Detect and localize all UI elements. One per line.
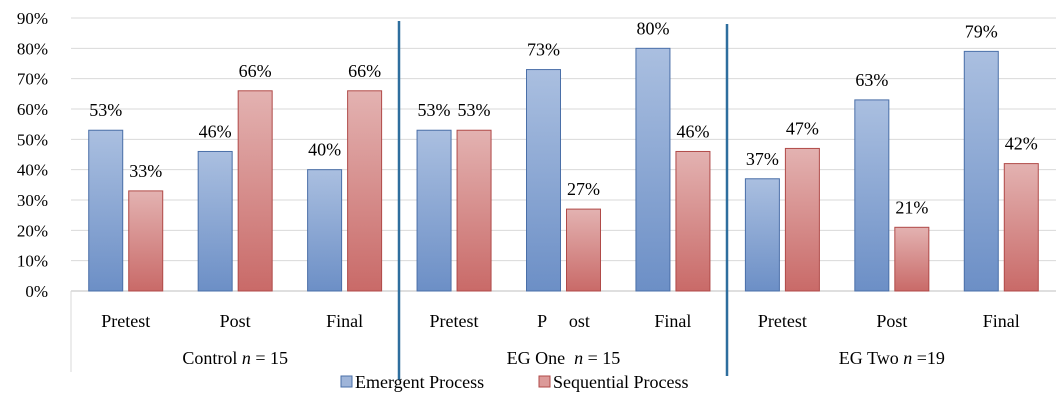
group-label-count: = 15 <box>583 348 620 368</box>
group-label-count: =19 <box>912 348 945 368</box>
legend: Emergent Process Sequential Process <box>341 372 688 392</box>
group-label-count: = 15 <box>251 348 288 368</box>
data-label: 47% <box>786 118 819 138</box>
category-label: Post <box>876 311 907 331</box>
group-label-n: n <box>903 348 912 368</box>
legend-swatch <box>539 376 550 387</box>
group-label-text: Control <box>182 348 242 368</box>
data-label: 33% <box>129 161 162 181</box>
data-label: 66% <box>348 61 381 81</box>
data-label: 80% <box>636 18 669 38</box>
group-label-n: n <box>242 348 251 368</box>
data-label: 46% <box>199 121 232 141</box>
data-label: 37% <box>746 149 779 169</box>
emergent-bar <box>308 170 342 291</box>
category-label: P ost <box>537 311 590 331</box>
sequential-bar <box>895 227 929 291</box>
data-label: 53% <box>458 100 491 120</box>
emergent-bar <box>636 48 670 291</box>
y-tick-label: 0% <box>25 282 48 301</box>
group-label: Control n = 15 <box>182 348 288 368</box>
data-label: 63% <box>855 70 888 90</box>
y-tick-label: 80% <box>17 39 48 58</box>
emergent-bar <box>198 151 232 291</box>
data-label: 53% <box>89 100 122 120</box>
emergent-bar <box>964 51 998 291</box>
group-label: EG Two n =19 <box>839 348 945 368</box>
y-tick-label: 60% <box>17 100 48 119</box>
legend-swatch <box>341 376 352 387</box>
sequential-bar <box>129 191 163 291</box>
y-axis: 0% 10% 20% 30% 40% 50% 60% 70% 80% 90% <box>17 9 48 301</box>
data-label: 79% <box>965 21 998 41</box>
category-label: Post <box>220 311 251 331</box>
legend-label: Emergent Process <box>355 372 484 392</box>
data-label: 53% <box>418 100 451 120</box>
y-tick-label: 30% <box>17 191 48 210</box>
y-tick-label: 10% <box>17 252 48 271</box>
sequential-bar <box>1004 164 1038 291</box>
sequential-bar <box>567 209 601 291</box>
category-label: Final <box>326 311 363 331</box>
sequential-bar <box>785 148 819 291</box>
emergent-bar <box>527 70 561 291</box>
category-label: Pretest <box>758 311 807 331</box>
emergent-bar <box>89 130 123 291</box>
data-label: 73% <box>527 40 560 60</box>
sequential-bar <box>238 91 272 291</box>
data-label: 46% <box>676 121 709 141</box>
emergent-bar <box>855 100 889 291</box>
data-label: 66% <box>239 61 272 81</box>
group-label: EG One n = 15 <box>507 348 621 368</box>
category-label: Final <box>983 311 1020 331</box>
group-label-text: EG Two <box>839 348 903 368</box>
data-label: 21% <box>895 197 928 217</box>
category-label: Final <box>654 311 691 331</box>
sequential-bar <box>348 91 382 291</box>
emergent-bar <box>745 179 779 291</box>
y-tick-label: 40% <box>17 161 48 180</box>
sequential-bar <box>457 130 491 291</box>
legend-label: Sequential Process <box>553 372 688 392</box>
sequential-bar <box>676 151 710 291</box>
y-tick-label: 70% <box>17 70 48 89</box>
emergent-bar <box>417 130 451 291</box>
x-axis: Pretest Post Final Control n = 15 Pretest P o… <box>71 291 1020 372</box>
data-label: 42% <box>1005 134 1038 154</box>
y-tick-label: 50% <box>17 130 48 149</box>
category-label: Pretest <box>430 311 479 331</box>
data-label: 40% <box>308 140 341 160</box>
y-tick-label: 20% <box>17 221 48 240</box>
data-label: 27% <box>567 179 600 199</box>
y-tick-label: 90% <box>17 9 48 28</box>
category-label: Pretest <box>101 311 150 331</box>
group-label-text: EG One <box>507 348 574 368</box>
group-label-n: n <box>574 348 583 368</box>
